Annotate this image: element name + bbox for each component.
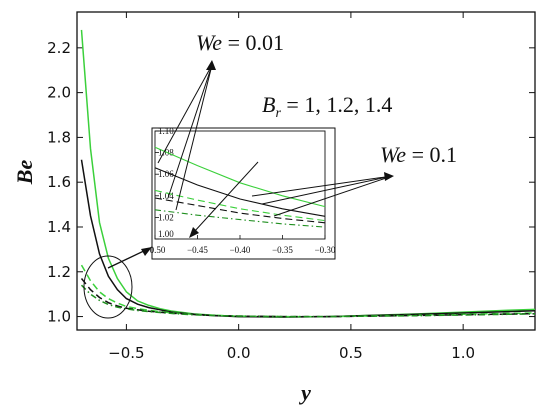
y-tick-label: 2.2 [47, 39, 71, 57]
annotation-br-arrowhead-icon [189, 227, 199, 238]
series-line-4 [80, 284, 536, 318]
inset-series-line-4 [154, 209, 326, 228]
inset-x-tick-label: −0.50 [145, 245, 166, 255]
inset-series-line-2 [154, 189, 326, 222]
annotation-we-high-pointers [251, 175, 393, 217]
annotation-we-high-arrowhead-icon [384, 172, 394, 181]
series-line-3 [80, 278, 536, 318]
zoom-ellipse [83, 255, 133, 319]
inset-x-tick-label: −0.40 [230, 245, 251, 255]
x-tick-label: 1.0 [451, 344, 475, 362]
inset-series-line-3 [154, 197, 326, 224]
y-tick-label: 1.2 [47, 263, 71, 281]
zoom-arrow [107, 248, 149, 269]
y-tick-label: 1.8 [47, 128, 71, 146]
series-line-2 [80, 264, 536, 318]
inset-series-line-0 [154, 146, 326, 208]
y-tick-label: 1.6 [47, 173, 71, 191]
annotation-we-low-pointers [157, 64, 213, 211]
inset-y-tick-label: 1.00 [158, 229, 174, 239]
y-axis-label: Be [12, 160, 37, 186]
inset-x-tick-label: −0.35 [272, 245, 293, 255]
inset-x-tick-label: −0.30 [315, 245, 336, 255]
inset-x-tick-label: −0.45 [187, 245, 208, 255]
inset-y-tick-label: 1.06 [158, 169, 174, 179]
inset-panel [151, 127, 336, 260]
y-tick-label: 2.0 [47, 84, 71, 102]
zoom-arrowhead-icon [141, 247, 152, 256]
inset-y-tick-label: 1.02 [158, 212, 174, 222]
x-axis-label: y [298, 380, 311, 405]
plot-frame [76, 11, 536, 331]
x-tick-label: 0.0 [227, 344, 251, 362]
annotation-br: Br = 1, 1.2, 1.4 [262, 92, 392, 121]
y-tick-label: 1.0 [47, 308, 71, 326]
x-tick-label: −0.5 [108, 344, 144, 362]
x-tick-label: 0.5 [339, 344, 363, 362]
annotation-we-high: We = 0.1 [380, 142, 457, 167]
inset-y-tick-label: 1.04 [158, 191, 174, 201]
annotation-we-low-arrowhead-icon [206, 60, 216, 70]
inset-y-tick-label: 1.10 [158, 126, 174, 136]
y-tick-label: 1.4 [47, 218, 71, 236]
annotation-we-low: We = 0.01 [196, 30, 284, 55]
annotation-br-pointer [193, 161, 259, 233]
